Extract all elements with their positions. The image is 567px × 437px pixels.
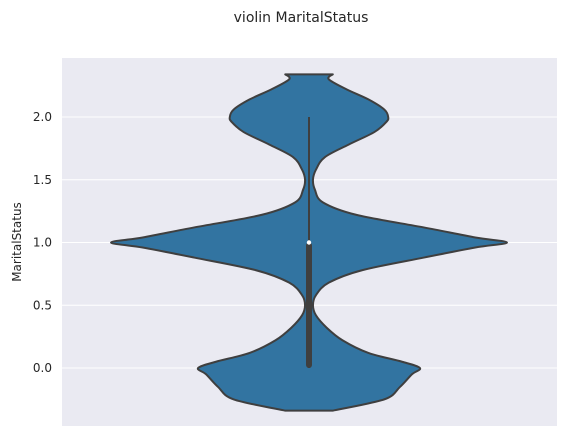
- y-axis-label: MaritalStatus: [10, 202, 24, 282]
- chart-title: violin MaritalStatus: [234, 10, 369, 26]
- y-tick-label: 1.5: [33, 173, 52, 187]
- y-tick-labels: 0.0 0.5 1.0 1.5 2.0: [33, 110, 52, 375]
- box-iqr: [306, 242, 312, 368]
- y-tick-label: 2.0: [33, 110, 52, 124]
- y-tick-label: 0.0: [33, 361, 52, 375]
- median-marker: [306, 240, 312, 245]
- y-tick-label: 1.0: [33, 236, 52, 250]
- y-tick-label: 0.5: [33, 298, 52, 312]
